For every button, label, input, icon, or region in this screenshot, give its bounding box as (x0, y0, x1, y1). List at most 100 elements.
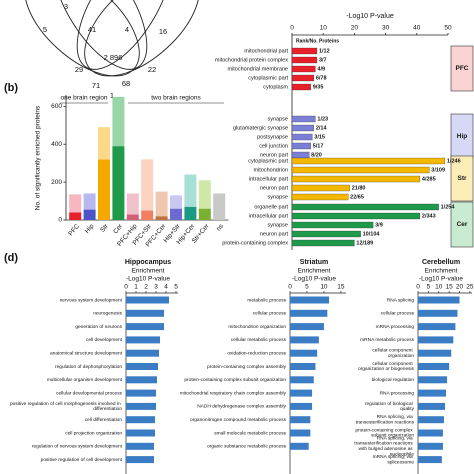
bar (291, 133, 313, 141)
x-tick-label: 5 (305, 284, 309, 291)
x-axis-label: Enrichment (298, 268, 331, 275)
bar-segment (198, 180, 211, 209)
bar (290, 402, 313, 410)
term-label: RNA splicing (387, 297, 415, 303)
term-label: positive regulation of cell morphogenesi… (10, 401, 122, 412)
term-label: RNA splicing, via transesterification re… (354, 436, 414, 458)
term-label: RNA processing (380, 390, 415, 396)
venn-set (84, 0, 200, 77)
bar (418, 442, 443, 450)
x-tick-label: 10 (435, 284, 443, 291)
term-label: positive regulation of cell development (41, 457, 123, 463)
rank-label: 12/189 (356, 240, 373, 246)
x-tick-label: Hip (84, 223, 96, 235)
term-label: RNA splicing, via transesterification re… (356, 414, 415, 425)
term-label: cell projection organization (65, 430, 122, 436)
rank-label: 5/17 (313, 143, 324, 149)
x-axis-label: -Log10 P-value (346, 13, 394, 20)
x-tick-label: 30 (382, 25, 390, 32)
bar (291, 142, 311, 150)
bar-segment (213, 193, 226, 220)
group-box (450, 45, 474, 92)
bar (291, 83, 311, 91)
bar-segment (83, 193, 96, 210)
term-label: organic substance metabolic process (207, 444, 287, 450)
bar (291, 74, 314, 82)
term-label: cellular component organization or bioge… (358, 361, 415, 372)
bar (418, 363, 450, 370)
group-label: PFC (456, 65, 469, 72)
x-axis-label: Enrichment (132, 268, 165, 275)
x-tick-label: 1 (134, 284, 138, 291)
venn-count: 22 (148, 65, 156, 74)
venn-count: 29 (75, 65, 83, 74)
bar-segment (184, 174, 197, 207)
bar (290, 389, 313, 397)
x-tick-label: 0 (288, 284, 292, 291)
bar (291, 230, 361, 238)
term-label: generation of neurons (75, 324, 122, 330)
bar (418, 336, 454, 344)
bar (126, 309, 164, 317)
rank-label: 2/14 (316, 125, 328, 131)
bar (126, 296, 169, 304)
rank-label: 2/343 (422, 213, 436, 219)
rank-label: 22/65 (350, 194, 364, 200)
x-tick-label: 0 (124, 284, 128, 291)
bar (126, 442, 154, 450)
bar (126, 349, 159, 357)
chart-title: Cerebellum (422, 259, 460, 266)
term-label: synapse (268, 194, 289, 200)
bar (291, 239, 355, 247)
bar (418, 323, 456, 331)
venn-count: 16 (159, 27, 167, 36)
x-tick-label: 0 (290, 25, 294, 32)
bar-segment (141, 159, 154, 211)
group-label: one brain region (61, 95, 108, 102)
bar (290, 309, 328, 317)
venn-count: 3 (64, 2, 68, 11)
term-label: synapse (268, 116, 289, 122)
bar-segment (155, 191, 168, 217)
term-label: cell differentiation (85, 417, 123, 423)
term-label: biological regulation (372, 377, 415, 383)
rank-label: 10/104 (363, 231, 381, 237)
rank-label: 1/254 (441, 204, 456, 210)
group-label: two brain regions (151, 95, 201, 102)
group-box (450, 155, 474, 202)
venn-count: 1 (110, 91, 114, 100)
y-tick-label: 600 (51, 103, 62, 110)
term-label: protein-containing complex subunit organ… (355, 428, 414, 439)
bar (290, 442, 309, 450)
bar (291, 157, 446, 165)
term-label: neurogenesis (93, 311, 122, 317)
term-label: mRNA processing (376, 324, 415, 330)
term-label: mitochondrial protein complex (215, 57, 288, 63)
venn-count: 71 (92, 81, 100, 90)
term-label: nervous system development (60, 297, 123, 303)
term-label: intracellular part (249, 213, 289, 219)
panel-label: (d) (4, 252, 18, 264)
venn-count: 4 (125, 25, 129, 34)
term-label: mitochondrial part (244, 48, 288, 54)
rank-label: 3/9 (375, 222, 383, 228)
bar-segment (112, 146, 125, 220)
venn-count: 68 (122, 79, 130, 88)
term-label: organelle part (254, 204, 288, 210)
y-tick-label: 200 (51, 179, 62, 186)
term-label: mitochondrion (253, 167, 288, 173)
venn-count: 5 (43, 25, 47, 34)
bar (126, 376, 157, 384)
term-label: anatomical structure development (50, 350, 123, 356)
x-tick-label: 5 (174, 284, 178, 291)
bar-segment (184, 206, 197, 220)
term-label: NADH dehydrogenase complex assembly (197, 404, 286, 410)
term-label: mitochondrial membrane (227, 66, 288, 72)
bar (291, 166, 430, 174)
bar (291, 212, 421, 220)
x-axis-label: -Log10 P-value (292, 276, 336, 283)
bar (290, 296, 330, 304)
bar (290, 429, 311, 437)
x-tick-label: 10 (320, 284, 328, 291)
bar (291, 65, 316, 73)
